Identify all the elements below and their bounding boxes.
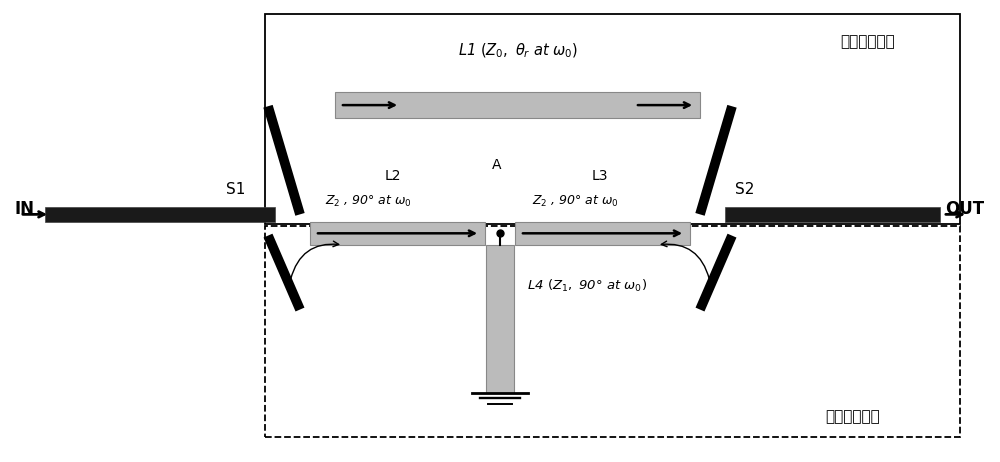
- Text: 参考分支电路: 参考分支电路: [840, 35, 895, 49]
- Text: A: A: [492, 158, 502, 172]
- Text: $Z_2$ , 90° at $\omega_0$: $Z_2$ , 90° at $\omega_0$: [325, 194, 411, 208]
- Bar: [515, 222, 690, 245]
- Bar: [486, 245, 514, 393]
- Bar: [310, 222, 485, 245]
- Text: S1: S1: [226, 182, 246, 197]
- Text: L4 $( Z_1 ,$ 90° at $\omega_0)$: L4 $( Z_1 ,$ 90° at $\omega_0)$: [527, 279, 647, 294]
- Text: S2: S2: [735, 182, 755, 197]
- Text: L3: L3: [592, 169, 608, 182]
- Bar: [725, 207, 940, 222]
- Text: L1 $( Z_0 ,\ \theta_r$ at $\omega_0)$: L1 $( Z_0 ,\ \theta_r$ at $\omega_0)$: [458, 42, 578, 60]
- Bar: [335, 92, 700, 118]
- Text: L2: L2: [385, 169, 401, 182]
- Text: OUT: OUT: [945, 200, 985, 218]
- Text: $Z_2$ , 90° at $\omega_0$: $Z_2$ , 90° at $\omega_0$: [532, 194, 618, 208]
- Bar: [265, 226, 960, 437]
- Bar: [265, 14, 960, 224]
- Text: IN: IN: [15, 200, 35, 218]
- Text: 相移分支电路: 相移分支电路: [825, 409, 880, 424]
- Bar: [45, 207, 275, 222]
